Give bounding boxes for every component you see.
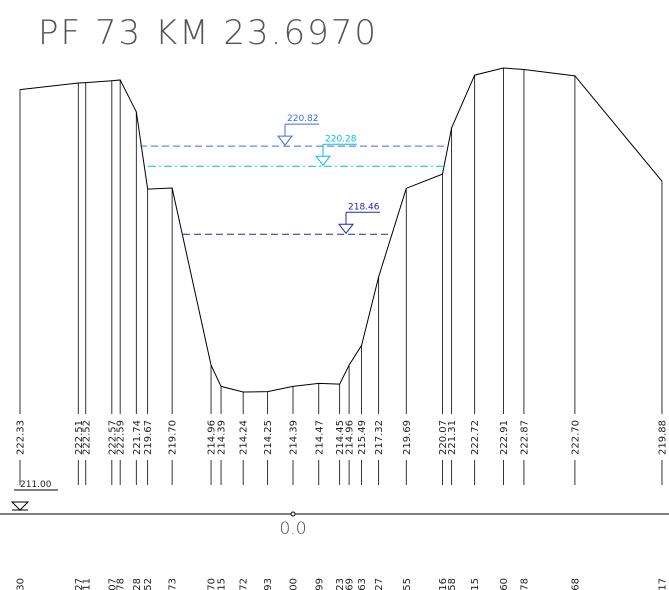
elevation-label: 214.96 [345, 420, 356, 455]
elevation-label: 217.32 [374, 420, 385, 455]
datum-marker [10, 501, 30, 511]
offset-label: 7.23 [335, 578, 346, 590]
elevation-label: 222.72 [470, 420, 481, 455]
offset-label: 17.55 [402, 578, 413, 590]
offset-label: 24.58 [447, 578, 458, 590]
elevation-label: 222.59 [116, 420, 127, 455]
datum-label: 211.00 [20, 480, 52, 490]
origin-label: 0.0 [279, 519, 306, 539]
elevation-label: 219.88 [657, 420, 668, 455]
offset-label: 13.27 [374, 578, 385, 590]
offset-label: -3.93 [263, 578, 274, 590]
elevation-label: 222.91 [499, 420, 510, 455]
water-level-marker [276, 135, 294, 146]
offset-label: 32.60 [499, 578, 510, 590]
offset-label: 28.15 [470, 578, 481, 590]
offset-label: -7.72 [239, 578, 250, 590]
elevation-label: 214.24 [239, 420, 250, 455]
elevation-label: 214.45 [335, 420, 346, 455]
offset-label: -11.15 [217, 578, 228, 590]
elevation-label: 221.74 [132, 420, 143, 455]
elevation-label: 214.47 [314, 420, 325, 455]
elevation-label: 221.31 [447, 420, 458, 455]
elevation-label: 222.33 [15, 420, 26, 455]
elevation-label: 214.39 [217, 420, 228, 455]
water-level-marker [314, 155, 332, 167]
elevation-label: 222.70 [570, 420, 581, 455]
elevation-label: 214.39 [289, 420, 300, 455]
offset-label: -26.78 [116, 578, 127, 590]
offset-label: -33.27 [74, 578, 85, 590]
offset-label: 35.78 [519, 578, 530, 590]
elevation-label: 219.69 [402, 420, 413, 455]
offset-label: 0.00 [289, 578, 300, 590]
elevation-label: 214.25 [263, 420, 274, 455]
elevation-label: 219.70 [168, 420, 179, 455]
water-level-label: 220.82 [287, 114, 319, 124]
elevation-label: 222.57 [107, 420, 118, 455]
offset-label: 8.69 [345, 578, 356, 590]
offset-label: -42.30 [15, 578, 26, 590]
elevation-label: 222.51 [74, 420, 85, 455]
offset-label: -32.11 [81, 578, 92, 590]
offset-label: 10.63 [357, 578, 368, 590]
offset-label: 3.99 [314, 578, 325, 590]
water-level-label: 218.46 [348, 202, 380, 212]
elevation-label: 220.07 [438, 420, 449, 455]
offset-label: 43.68 [570, 578, 581, 590]
water-level-label: 220.28 [325, 134, 357, 144]
offset-label: -28.07 [107, 578, 118, 590]
elevation-label: 214.96 [207, 420, 218, 455]
water-level-marker [337, 223, 355, 235]
elevation-label: 222.87 [519, 420, 530, 455]
elevation-label: 219.67 [143, 420, 154, 455]
title: PF 73 KM 23.6970 [38, 13, 378, 53]
offset-label: -22.52 [143, 578, 154, 590]
offset-label: -24.28 [132, 578, 143, 590]
offset-label: 57.17 [657, 578, 668, 590]
offset-label: -18.73 [168, 578, 179, 590]
offset-label: -12.70 [207, 578, 218, 590]
origin-marker [290, 511, 296, 517]
elevation-label: 222.52 [81, 420, 92, 455]
offset-label: 23.16 [438, 578, 449, 590]
ground-profile [19, 67, 663, 393]
elevation-label: 215.49 [357, 420, 368, 455]
